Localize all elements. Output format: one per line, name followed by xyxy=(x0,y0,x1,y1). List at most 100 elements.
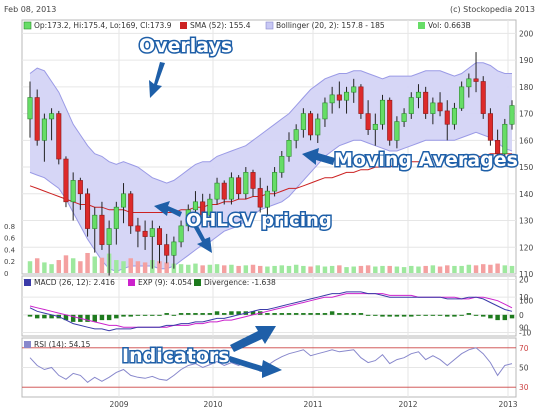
bollinger-upper-line xyxy=(29,62,512,184)
volume-bar xyxy=(351,266,356,273)
candle-body xyxy=(142,230,148,237)
candle xyxy=(379,94,386,130)
candle-body xyxy=(70,180,76,203)
divergence-bar xyxy=(387,314,392,317)
candle-body xyxy=(394,121,400,141)
volume-bar xyxy=(394,266,400,273)
volume-tick-label: 0.6 xyxy=(4,235,16,243)
candle-body xyxy=(178,225,184,243)
candle-body xyxy=(401,113,407,122)
divergence-bar xyxy=(488,314,493,319)
candle-body xyxy=(113,206,119,229)
divergence-bar xyxy=(214,311,220,315)
candle-body xyxy=(264,190,270,208)
ohlcv-arrow-down xyxy=(193,224,212,253)
candle xyxy=(272,167,278,197)
candle-body xyxy=(63,158,69,203)
candle xyxy=(149,220,155,269)
candle xyxy=(221,180,227,205)
sma-swatch xyxy=(180,22,187,29)
macd-axis: -10 0 10 20 xyxy=(519,276,531,338)
divergence-bar xyxy=(171,314,177,316)
candle-body xyxy=(135,225,141,232)
candle-body xyxy=(351,86,357,93)
divergence-bar xyxy=(150,314,155,316)
divergence-bar xyxy=(437,314,443,316)
candle-body xyxy=(379,99,386,125)
divergence-bar xyxy=(430,314,436,316)
divergence-bar xyxy=(186,313,191,315)
divergence-bar xyxy=(459,314,464,316)
divergence-bar xyxy=(466,313,472,315)
divergence-bar xyxy=(85,314,90,322)
candle xyxy=(77,177,83,210)
candle-body xyxy=(293,129,299,141)
candle-body xyxy=(344,91,350,101)
volume-bar xyxy=(365,265,371,273)
divergence-bar xyxy=(236,311,241,315)
divergence-bar xyxy=(42,314,47,319)
candle-body xyxy=(358,86,364,114)
candle xyxy=(437,92,443,117)
volume-bar xyxy=(207,264,213,273)
price-tick-label: 200 xyxy=(519,29,534,38)
divergence-bar xyxy=(121,314,126,317)
candles xyxy=(27,52,515,280)
divergence-bar xyxy=(207,313,213,315)
volume-bar xyxy=(257,265,263,273)
divergence-bar xyxy=(157,314,162,316)
candle xyxy=(164,233,170,264)
volume-bar xyxy=(380,265,385,273)
volume-bar xyxy=(423,265,428,273)
volume-bar xyxy=(509,265,515,273)
divergence-bar xyxy=(250,311,256,315)
price-tick-label: 160 xyxy=(519,136,534,145)
volume-bar xyxy=(308,266,313,273)
candle xyxy=(495,129,501,162)
volume-bar xyxy=(85,252,90,273)
divergence-bar xyxy=(473,314,479,316)
candle xyxy=(34,89,40,146)
volume-bar xyxy=(373,266,378,273)
candle xyxy=(27,81,33,138)
volume-bar xyxy=(430,265,436,273)
divergence-bar xyxy=(329,311,335,315)
candle xyxy=(286,132,292,162)
candle xyxy=(459,81,465,111)
volume-bar xyxy=(114,260,119,273)
candle xyxy=(214,177,220,205)
header-date: Feb 08, 2013 xyxy=(4,5,56,14)
candle xyxy=(171,236,177,269)
volume-bar xyxy=(322,266,328,273)
volume-bar xyxy=(78,261,83,273)
candle-body xyxy=(279,156,285,173)
candle-body xyxy=(207,198,213,216)
volume-bar xyxy=(488,264,493,273)
volume-bar xyxy=(358,265,364,273)
macd-swatch xyxy=(24,279,31,286)
candle-body xyxy=(41,118,47,141)
volume-bar xyxy=(495,263,500,273)
divergence-bar xyxy=(27,314,33,317)
price-tick-label: 180 xyxy=(519,83,534,92)
volume-bar xyxy=(401,267,407,273)
candle-body xyxy=(243,172,249,195)
candle-body xyxy=(250,172,256,189)
price-tick-label: 130 xyxy=(519,217,534,226)
volume-bar xyxy=(337,265,342,273)
candle-body xyxy=(272,172,278,192)
candle xyxy=(365,100,371,135)
divergence-bar xyxy=(92,314,97,322)
volume-bar xyxy=(301,265,306,273)
volume-bar xyxy=(92,256,97,273)
candle xyxy=(185,204,191,232)
candle xyxy=(351,78,357,103)
price-tick-label: 140 xyxy=(519,190,534,199)
volume-bar xyxy=(480,264,486,273)
candle xyxy=(236,175,242,200)
indicators-arrow-down xyxy=(230,356,282,378)
candle xyxy=(315,113,321,143)
divergence-bar xyxy=(358,313,364,315)
candle-body xyxy=(415,91,422,98)
